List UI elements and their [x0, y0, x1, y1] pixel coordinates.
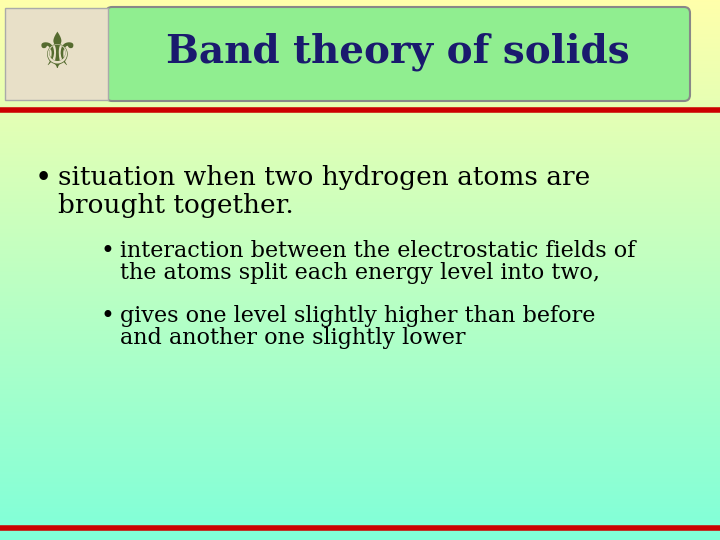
Text: •: •	[35, 165, 53, 193]
Text: situation when two hydrogen atoms are: situation when two hydrogen atoms are	[58, 165, 590, 190]
Text: ⚜: ⚜	[35, 30, 79, 78]
Text: •: •	[100, 305, 114, 328]
Text: •: •	[100, 240, 114, 263]
FancyBboxPatch shape	[106, 7, 690, 101]
Text: Band theory of solids: Band theory of solids	[166, 33, 630, 71]
Text: interaction between the electrostatic fields of: interaction between the electrostatic fi…	[120, 240, 635, 262]
Text: and another one slightly lower: and another one slightly lower	[120, 327, 466, 349]
FancyBboxPatch shape	[5, 8, 108, 100]
Text: gives one level slightly higher than before: gives one level slightly higher than bef…	[120, 305, 595, 327]
Text: the atoms split each energy level into two,: the atoms split each energy level into t…	[120, 262, 600, 284]
Text: brought together.: brought together.	[58, 193, 294, 218]
